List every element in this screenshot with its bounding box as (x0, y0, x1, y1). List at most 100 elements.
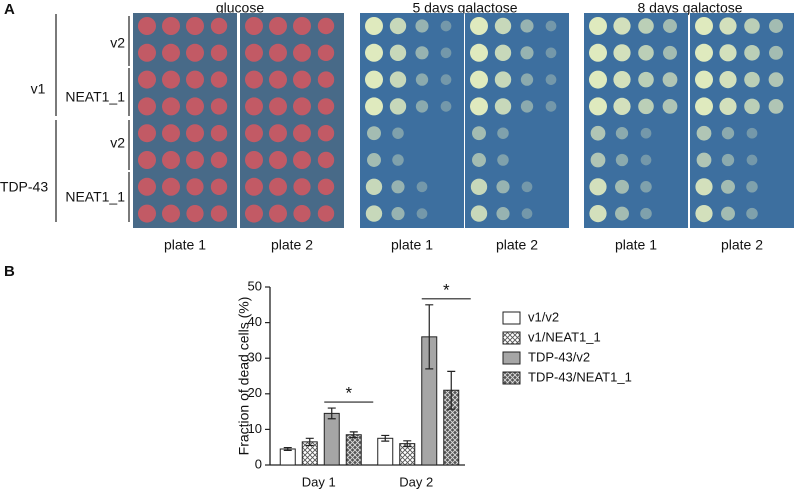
significance-star: * (345, 384, 352, 403)
colony-spot (721, 153, 735, 167)
colony-spot (746, 207, 758, 220)
colony-spot (640, 207, 652, 220)
colony-spot (613, 71, 631, 89)
colony-spot (662, 99, 678, 114)
colony-spot (293, 151, 311, 169)
colony-spot (662, 72, 678, 87)
colony-spot (589, 17, 607, 35)
colony-spot (210, 125, 228, 142)
colony-spot (719, 97, 737, 115)
colony-spot (638, 98, 654, 115)
legend-swatch (502, 371, 521, 385)
error-bar (403, 440, 412, 448)
colony-spot (615, 206, 629, 221)
colony-spot (470, 205, 488, 222)
colony-spot (210, 44, 228, 61)
colony-spot (186, 151, 204, 169)
panel-label: A (4, 1, 15, 18)
colony-spot (269, 97, 287, 116)
colony-spot (719, 17, 737, 35)
colony-spot (470, 17, 488, 35)
plate-label: plate 2 (721, 237, 763, 253)
colony-spot (392, 127, 404, 139)
colony-spot (589, 178, 607, 196)
significance-star: * (443, 280, 450, 299)
y-tick-label: 50 (248, 278, 262, 293)
condition-label: 5 days galactose (412, 0, 517, 16)
colony-spot (210, 98, 228, 115)
colony-spot (695, 43, 713, 62)
colony-spot (415, 73, 429, 86)
colony-spot (245, 17, 263, 35)
colony-spot (638, 45, 654, 61)
error-bar (349, 431, 358, 439)
colony-spot (186, 70, 204, 89)
colony-spot (269, 151, 287, 169)
colony-spot (494, 98, 512, 115)
colony-spot (162, 70, 180, 89)
colony-spot (696, 152, 712, 168)
colony-spot (769, 45, 783, 60)
colony-spot (293, 97, 311, 116)
plate-label: plate 1 (391, 237, 433, 253)
colony-spot (365, 205, 383, 222)
legend-label: TDP-43/NEAT1_1 (528, 369, 632, 384)
colony-spot (367, 126, 381, 141)
colony-spot (545, 101, 557, 112)
colony-spot (470, 178, 488, 195)
colony-spot (470, 97, 488, 116)
colony-spot (269, 124, 287, 143)
colony-spot (440, 101, 452, 112)
colony-spot (497, 154, 509, 166)
colony-spot (744, 45, 760, 61)
group-label: v1 (31, 81, 46, 97)
colony-spot (640, 181, 652, 193)
colony-spot (719, 71, 737, 89)
colony-spot (317, 178, 335, 195)
y-tick-label: 40 (248, 314, 262, 329)
colony-spot (389, 44, 407, 61)
colony-spot (138, 17, 156, 35)
colony-spot (768, 99, 784, 114)
colony-spot (138, 151, 156, 169)
error-bar (381, 434, 390, 442)
colony-spot (293, 178, 311, 196)
colony-spot (317, 205, 335, 222)
colony-spot (520, 46, 534, 60)
colony-spot (496, 207, 510, 221)
colony-spot (695, 178, 713, 196)
colony-spot (416, 208, 428, 219)
brackets (55, 14, 130, 222)
colony-spot (589, 43, 607, 62)
colony-spot (590, 125, 606, 141)
colony-spot (365, 178, 383, 195)
colony-spot (545, 47, 557, 59)
plate-label: plate 2 (496, 237, 538, 253)
colony-spot (440, 74, 452, 85)
condition-label: 8 days galactose (637, 0, 742, 16)
row-label: v2 (110, 35, 125, 51)
colony-spot (138, 97, 156, 116)
colony-spot (695, 97, 713, 116)
colony-spot (389, 71, 407, 88)
colony-spot (415, 19, 429, 33)
colony-spot (744, 71, 760, 88)
colony-spot (367, 153, 381, 167)
colony-spot (613, 17, 631, 35)
error-bar (425, 304, 434, 370)
colony-spot (269, 43, 287, 62)
colony-spot (186, 124, 204, 143)
colony-spot (210, 17, 228, 35)
colony-spot (210, 71, 228, 88)
error-bar (305, 437, 314, 447)
colony-spot (640, 127, 652, 139)
condition-label: glucose (216, 0, 264, 16)
colony-spot (245, 97, 263, 116)
colony-spot (210, 178, 228, 195)
colony-spot (520, 73, 534, 86)
colony-spot (162, 177, 180, 196)
colony-spot (497, 127, 509, 139)
colony-spot (746, 127, 758, 139)
colony-spot (245, 124, 263, 143)
colony-spot (365, 43, 383, 62)
